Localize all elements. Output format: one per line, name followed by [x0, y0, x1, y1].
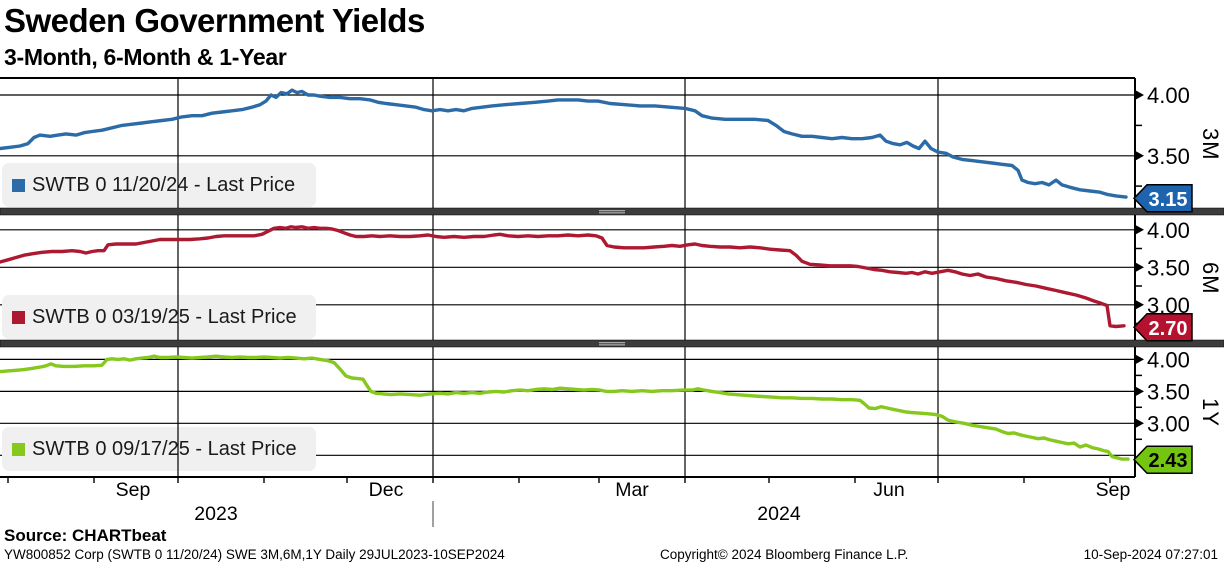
last-price-tag-value-1Y: 2.43 [1149, 450, 1188, 472]
month-label-sep: Sep [1096, 479, 1131, 501]
ytick-arrow-1Y [1135, 386, 1144, 397]
legend-label-6m: SWTB 0 03/19/25 - Last Price [32, 305, 297, 328]
last-price-tag-value-6M: 2.70 [1149, 318, 1188, 340]
month-label-jun: Jun [873, 479, 904, 501]
separator-handle[interactable] [599, 342, 625, 344]
legend-6m[interactable]: SWTB 0 03/19/25 - Last Price [2, 295, 316, 339]
panel-axis-label-6m: 6M [1198, 261, 1223, 295]
ytick-label-1Y-3.00: 3.00 [1147, 411, 1190, 436]
month-label-sep: Sep [116, 479, 151, 501]
separator-handle[interactable] [599, 344, 625, 346]
ytick-label-1Y-4.00: 4.00 [1147, 347, 1190, 372]
last-price-tag-3M [1132, 184, 1193, 213]
footer-copyright: Copyright© 2024 Bloomberg Finance L.P. [660, 547, 909, 562]
separator-handle[interactable] [599, 212, 625, 214]
legend-swatch-1y [12, 442, 25, 456]
year-label-2023: 2023 [194, 503, 237, 525]
ytick-arrow-6M [1135, 224, 1144, 235]
ytick-label-6M-3.50: 3.50 [1147, 255, 1190, 280]
source-line: Source: CHARTbeat [4, 526, 167, 545]
chart-subtitle: 3-Month, 6-Month & 1-Year [4, 44, 287, 70]
panel-axis-label-3m: 3M [1198, 127, 1223, 161]
year-label-2024: 2024 [757, 503, 801, 525]
panel-axis-label-1y: 1Y [1198, 397, 1223, 427]
ytick-arrow-1Y [1135, 418, 1144, 429]
ytick-arrow-3M [1135, 90, 1144, 100]
ytick-label-1Y-3.50: 3.50 [1147, 379, 1190, 404]
chart-title: Sweden Government Yields [4, 2, 425, 39]
ytick-label-6M-4.00: 4.00 [1147, 218, 1190, 243]
legend-3m[interactable]: SWTB 0 11/20/24 - Last Price [2, 163, 316, 207]
legend-swatch-6m [12, 310, 25, 324]
footer-ticker-info: YW800852 Corp (SWTB 0 11/20/24) SWE 3M,6… [4, 547, 505, 562]
ytick-arrow-6M [1135, 262, 1144, 273]
legend-swatch-3m [12, 178, 25, 192]
separator-handle[interactable] [599, 210, 625, 212]
month-label-mar: Mar [615, 479, 649, 501]
legend-label-3m: SWTB 0 11/20/24 - Last Price [32, 173, 296, 196]
ytick-label-6M-3.00: 3.00 [1147, 293, 1190, 318]
footer-timestamp: 10-Sep-2024 07:27:01 [1083, 547, 1218, 562]
ytick-arrow-3M [1135, 150, 1144, 161]
last-price-tag-6M [1132, 313, 1193, 342]
panel-separator-0 [0, 207, 1224, 216]
last-price-tag-value-3M: 3.15 [1149, 189, 1188, 211]
ytick-arrow-1Y [1135, 354, 1144, 365]
panel-separator-1 [0, 339, 1224, 348]
legend-label-1y: SWTB 0 09/17/25 - Last Price [32, 437, 297, 460]
month-label-dec: Dec [369, 479, 404, 501]
ytick-arrow-6M [1135, 299, 1144, 310]
ytick-label-3M-3.50: 3.50 [1147, 144, 1190, 169]
last-price-tag-1Y [1132, 445, 1193, 474]
ytick-label-3M-4.00: 4.00 [1147, 83, 1190, 108]
legend-1y[interactable]: SWTB 0 09/17/25 - Last Price [2, 427, 316, 471]
